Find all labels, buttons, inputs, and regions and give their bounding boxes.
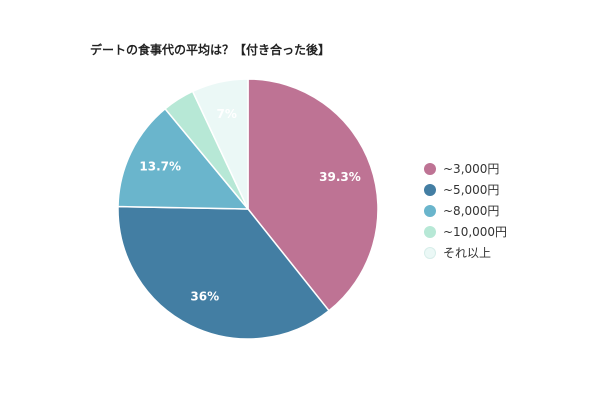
legend-swatch — [424, 183, 436, 196]
legend-item[interactable]: ~5,000円 — [424, 179, 507, 200]
legend-label: ~10,000円 — [443, 225, 508, 239]
legend-label: ~8,000円 — [443, 204, 500, 218]
slice-data-label: 13.7% — [139, 160, 181, 174]
pie-slice[interactable] — [191, 78, 249, 210]
slice-data-label: 7% — [217, 107, 237, 121]
legend-item[interactable]: ~10,000円 — [424, 221, 507, 242]
legend-swatch — [424, 204, 436, 217]
slice-data-label: 39.3% — [319, 170, 361, 184]
chart-title: デートの食事代の平均は？【付き合った後】 — [90, 43, 331, 57]
legend-swatch — [424, 246, 436, 259]
slice-data-label: 36% — [190, 289, 219, 303]
legend: ~3,000円 ~5,000円 ~8,000円 ~10,000円 それ以上 — [424, 158, 507, 263]
legend-item[interactable]: ~3,000円 — [424, 158, 507, 179]
legend-label: ~3,000円 — [443, 162, 500, 176]
legend-item[interactable]: それ以上 — [424, 242, 507, 263]
legend-swatch — [424, 225, 436, 238]
pie-slice[interactable] — [247, 78, 379, 312]
pie-slice[interactable] — [117, 205, 331, 340]
legend-item[interactable]: ~8,000円 — [424, 200, 507, 221]
pie-slice[interactable] — [117, 107, 250, 210]
legend-swatch — [424, 162, 436, 175]
legend-label: それ以上 — [443, 246, 492, 260]
legend-label: ~5,000円 — [443, 183, 500, 197]
